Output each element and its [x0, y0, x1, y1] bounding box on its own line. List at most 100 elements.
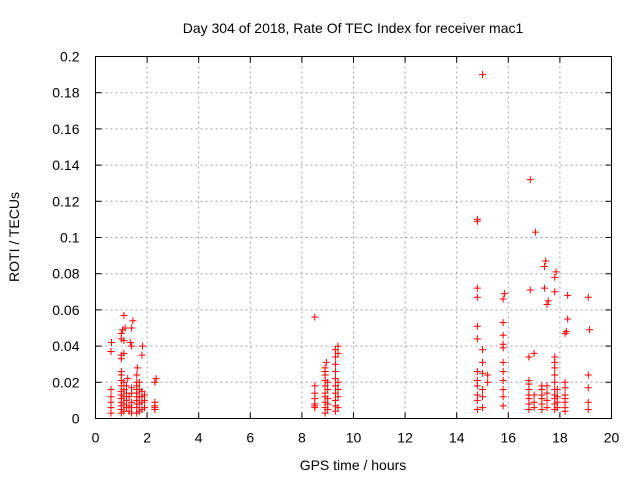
- data-point: [122, 382, 130, 390]
- data-point: [564, 291, 572, 299]
- data-point: [138, 342, 146, 350]
- data-point: [543, 389, 551, 397]
- data-point: [561, 378, 569, 386]
- data-point: [499, 340, 507, 348]
- x-tick-label: 4: [195, 430, 203, 446]
- data-point: [331, 389, 339, 397]
- data-point: [334, 378, 342, 386]
- data-point: [129, 317, 137, 325]
- data-point: [552, 268, 560, 276]
- data-point: [525, 353, 533, 361]
- data-point: [500, 290, 508, 298]
- data-point: [473, 405, 481, 413]
- data-point: [484, 378, 492, 386]
- data-point: [543, 404, 551, 412]
- data-point: [117, 329, 125, 337]
- data-point: [120, 400, 128, 408]
- data-point: [479, 71, 486, 79]
- data-point: [530, 391, 538, 399]
- data-point: [499, 386, 507, 394]
- y-tick-label: 0.08: [52, 266, 79, 282]
- data-point: [117, 367, 125, 375]
- data-point: [151, 378, 159, 386]
- data-point: [322, 358, 330, 366]
- x-tick-label: 20: [604, 430, 620, 446]
- data-point: [122, 396, 130, 404]
- data-point: [525, 376, 533, 384]
- y-tick-label: 0.02: [52, 374, 79, 390]
- data-point: [128, 384, 136, 392]
- data-point: [120, 311, 128, 319]
- data-point: [473, 391, 481, 399]
- data-point: [120, 386, 128, 394]
- data-point: [473, 335, 481, 343]
- y-tick-label: 0.1: [60, 230, 80, 246]
- data-point: [128, 398, 136, 406]
- data-point: [334, 342, 342, 350]
- data-point: [331, 353, 339, 361]
- data-point: [584, 384, 592, 392]
- x-tick-label: 8: [298, 430, 306, 446]
- data-point: [584, 293, 592, 301]
- y-tick-label: 0: [72, 411, 80, 427]
- data-point: [499, 319, 507, 327]
- data-point: [543, 396, 551, 404]
- data-point: [530, 349, 538, 357]
- data-point: [499, 402, 507, 410]
- data-point: [128, 324, 136, 332]
- data-point: [584, 398, 592, 406]
- data-point: [124, 375, 132, 383]
- data-point: [311, 389, 319, 397]
- y-tick-labels: 0 0.02 0.04 0.06 0.08 0.1 0.12 0.14 0.16 0.18 0.2: [52, 49, 79, 427]
- data-point: [544, 297, 552, 305]
- data-point: [551, 353, 559, 361]
- data-point: [120, 378, 128, 386]
- data-point: [531, 228, 539, 236]
- data-point: [473, 322, 481, 330]
- grid: [95, 56, 612, 419]
- data-point: [499, 295, 507, 303]
- x-tick-label: 18: [552, 430, 568, 446]
- data-point: [553, 386, 561, 394]
- x-tick-label: 16: [501, 430, 517, 446]
- data-point: [584, 371, 592, 379]
- data-point: [334, 349, 342, 357]
- data-point: [324, 395, 332, 403]
- data-point: [473, 376, 481, 384]
- data-point: [530, 398, 538, 406]
- data-point: [135, 378, 143, 386]
- data-point: [121, 324, 129, 332]
- data-point: [331, 360, 339, 368]
- data-point: [324, 386, 332, 394]
- data-point: [128, 342, 136, 350]
- data-point: [540, 262, 548, 270]
- data-point: [107, 348, 115, 356]
- data-point: [526, 176, 534, 184]
- x-tick-label: 14: [449, 430, 465, 446]
- y-tick-label: 0.12: [52, 193, 79, 209]
- data-point: [125, 393, 133, 401]
- data-point: [499, 331, 507, 339]
- y-tick-label: 0.14: [52, 157, 79, 173]
- x-axis-label: GPS time / hours: [300, 457, 407, 473]
- data-point: [331, 375, 339, 383]
- data-point: [551, 273, 559, 281]
- data-point: [584, 405, 592, 413]
- chart-title: Day 304 of 2018, Rate Of TEC Index for r…: [183, 20, 524, 36]
- data-point: [321, 389, 329, 397]
- x-tick-label: 0: [92, 430, 100, 446]
- y-tick-label: 0.04: [52, 338, 79, 354]
- data-point: [152, 375, 160, 383]
- data-point: [553, 393, 561, 401]
- data-point: [542, 257, 550, 265]
- data-point: [141, 404, 149, 412]
- data-points: [107, 71, 594, 417]
- plot-frame: [95, 56, 612, 419]
- data-point: [151, 398, 159, 406]
- data-point: [311, 382, 319, 390]
- data-point: [551, 288, 559, 296]
- data-point: [138, 351, 146, 359]
- data-point: [107, 393, 115, 401]
- data-point: [551, 371, 559, 379]
